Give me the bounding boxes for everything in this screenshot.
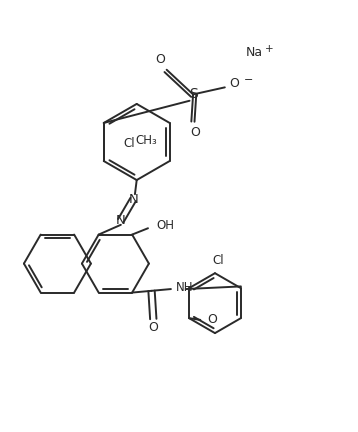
Text: N: N [116, 214, 126, 227]
Text: CH₃: CH₃ [136, 134, 157, 147]
Text: Na: Na [246, 46, 263, 59]
Text: +: + [265, 44, 274, 54]
Text: −: − [244, 75, 253, 85]
Text: O: O [207, 313, 217, 327]
Text: NH: NH [176, 281, 194, 294]
Text: OH: OH [156, 219, 174, 232]
Text: S: S [189, 87, 198, 102]
Text: N: N [128, 193, 138, 206]
Text: Cl: Cl [213, 254, 224, 267]
Text: O: O [230, 77, 240, 90]
Text: Cl: Cl [124, 137, 135, 150]
Text: O: O [148, 321, 158, 334]
Text: O: O [190, 126, 200, 140]
Text: O: O [155, 53, 165, 66]
